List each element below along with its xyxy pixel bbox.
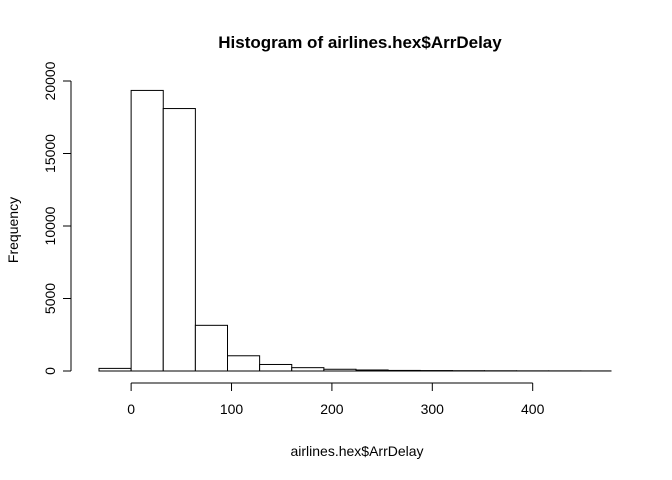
histogram-bar-8	[355, 369, 389, 372]
y-axis-label: Frequency	[5, 197, 21, 263]
x-tick-label-1: 100	[220, 401, 244, 417]
y-tick-label-1: 5000	[42, 283, 58, 314]
y-tick-label-3: 15000	[42, 134, 58, 173]
x-tick-label-2: 200	[320, 401, 344, 417]
x-axis: 0 100 200 300 400	[127, 382, 545, 417]
y-tick-label-2: 10000	[42, 206, 58, 245]
histogram-bar-0	[98, 367, 132, 372]
y-tick-label-0: 0	[42, 367, 58, 375]
histogram-bar-4	[227, 355, 261, 372]
y-axis: 0 5000 10000 15000 20000	[42, 61, 72, 375]
bars-group	[98, 89, 612, 372]
histogram-bar-1	[130, 89, 164, 372]
histogram-bar-2	[162, 108, 196, 372]
histogram-bar-5	[259, 363, 293, 372]
histogram-bar-9	[387, 369, 421, 372]
x-tick-label-3: 300	[421, 401, 445, 417]
histogram-bar-7	[323, 368, 357, 372]
chart-title: Histogram of airlines.hex$ArrDelay	[218, 33, 502, 52]
histogram-bar-6	[291, 367, 325, 372]
y-tick-label-4: 20000	[42, 61, 58, 100]
x-axis-label: airlines.hex$ArrDelay	[290, 443, 423, 459]
x-tick-label-0: 0	[127, 401, 135, 417]
histogram-bar-3	[194, 324, 229, 372]
x-tick-label-4: 400	[521, 401, 545, 417]
